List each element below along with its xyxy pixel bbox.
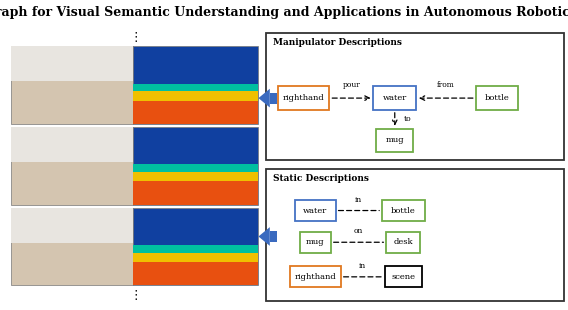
Text: righthand: righthand: [294, 273, 336, 281]
FancyBboxPatch shape: [11, 127, 133, 162]
Text: Static Descriptions: Static Descriptions: [273, 174, 369, 183]
Text: in: in: [359, 262, 366, 270]
Text: desk: desk: [394, 238, 413, 246]
FancyBboxPatch shape: [300, 232, 331, 253]
FancyBboxPatch shape: [11, 46, 133, 81]
Text: ⋮: ⋮: [129, 31, 141, 44]
Text: water: water: [383, 94, 407, 102]
FancyBboxPatch shape: [133, 46, 258, 124]
Text: Manipulator Descriptions: Manipulator Descriptions: [273, 38, 402, 47]
FancyBboxPatch shape: [386, 232, 420, 253]
Text: bottle: bottle: [391, 206, 416, 215]
Polygon shape: [258, 89, 270, 108]
FancyBboxPatch shape: [133, 164, 258, 172]
FancyBboxPatch shape: [476, 86, 518, 110]
Text: scene: scene: [391, 273, 415, 281]
FancyBboxPatch shape: [133, 245, 258, 253]
FancyBboxPatch shape: [374, 86, 416, 110]
FancyBboxPatch shape: [11, 208, 133, 243]
FancyBboxPatch shape: [11, 46, 133, 124]
FancyBboxPatch shape: [266, 169, 564, 301]
Polygon shape: [258, 227, 270, 246]
Text: in: in: [355, 196, 362, 204]
FancyBboxPatch shape: [133, 127, 258, 205]
Text: ⋮: ⋮: [129, 289, 141, 302]
FancyBboxPatch shape: [133, 84, 258, 91]
FancyBboxPatch shape: [270, 93, 277, 104]
FancyBboxPatch shape: [11, 127, 133, 205]
Text: righthand: righthand: [283, 94, 325, 102]
Text: mug: mug: [306, 238, 324, 246]
FancyBboxPatch shape: [377, 129, 414, 152]
FancyBboxPatch shape: [133, 258, 258, 286]
FancyBboxPatch shape: [270, 231, 277, 242]
FancyBboxPatch shape: [295, 200, 336, 221]
Text: water: water: [303, 206, 327, 215]
FancyBboxPatch shape: [133, 178, 258, 205]
Text: mug: mug: [386, 136, 404, 144]
Text: from: from: [437, 81, 455, 89]
FancyBboxPatch shape: [278, 86, 329, 110]
FancyBboxPatch shape: [133, 172, 258, 181]
Text: to: to: [403, 115, 411, 123]
Text: on: on: [354, 227, 364, 235]
Text: Constructing Dynamic Knowledge Graph for Visual Semantic Understanding and Appli: Constructing Dynamic Knowledge Graph for…: [0, 6, 568, 19]
FancyBboxPatch shape: [11, 208, 133, 286]
FancyBboxPatch shape: [133, 97, 258, 124]
Text: bottle: bottle: [485, 94, 509, 102]
Text: pour: pour: [343, 81, 360, 89]
FancyBboxPatch shape: [290, 267, 341, 287]
FancyBboxPatch shape: [385, 267, 421, 287]
FancyBboxPatch shape: [382, 200, 424, 221]
FancyBboxPatch shape: [133, 253, 258, 262]
FancyBboxPatch shape: [133, 91, 258, 101]
FancyBboxPatch shape: [266, 33, 564, 160]
FancyBboxPatch shape: [133, 208, 258, 286]
